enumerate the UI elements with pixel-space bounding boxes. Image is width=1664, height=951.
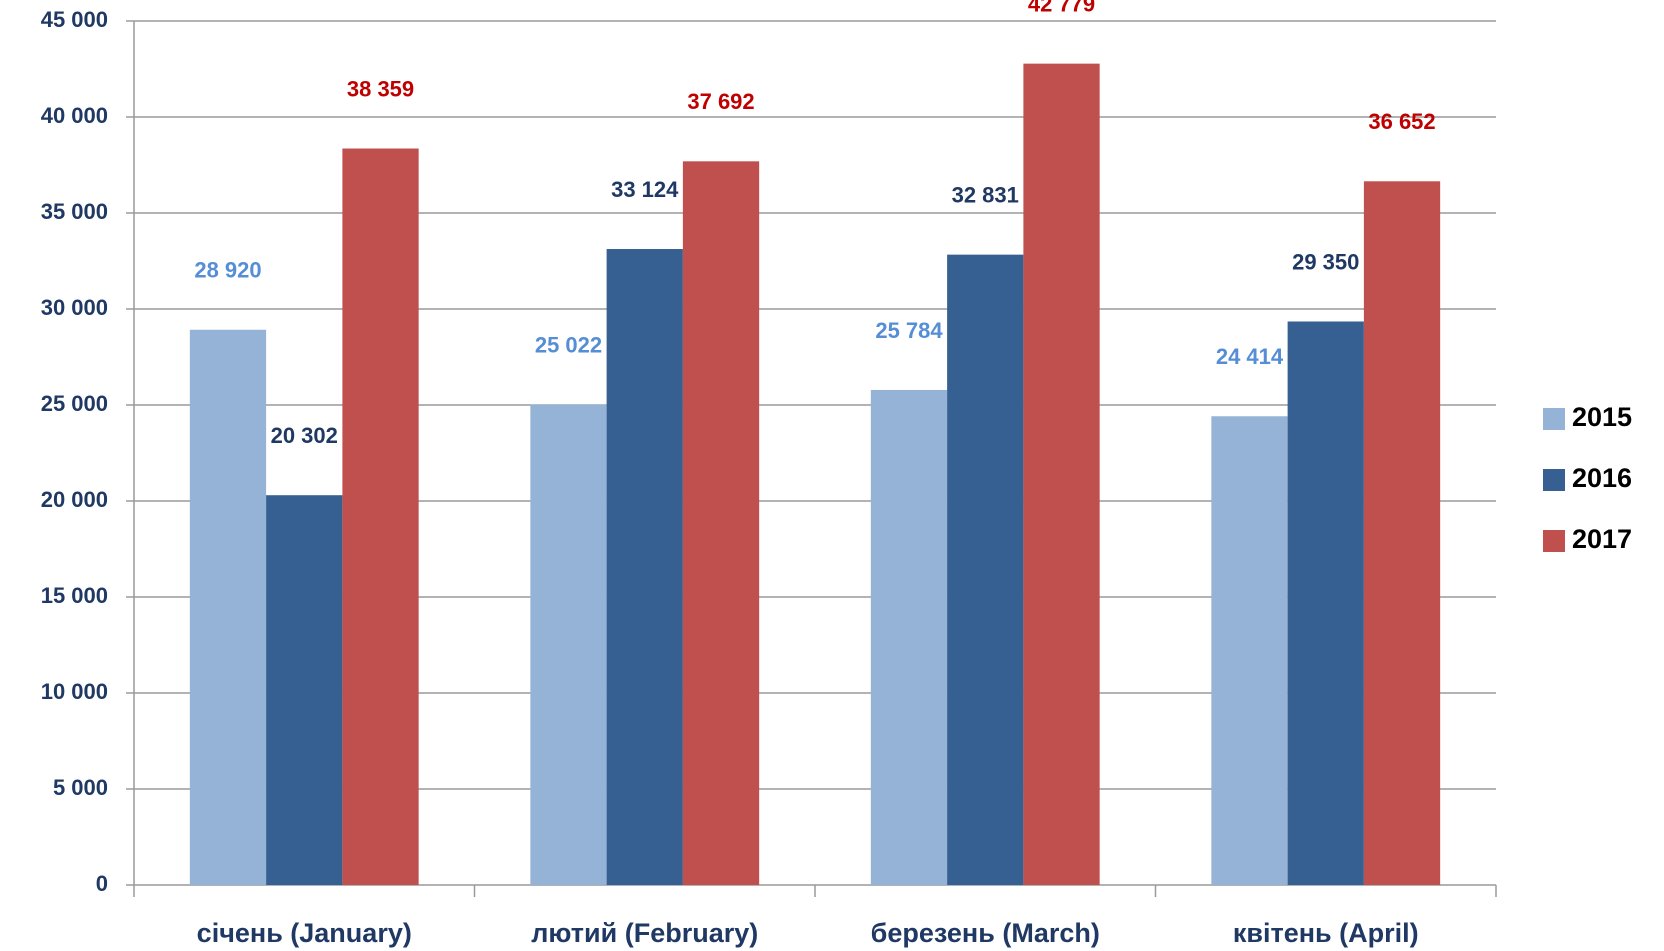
x-tick-label: березень (March) — [871, 918, 1100, 948]
bar — [1023, 63, 1100, 886]
legend-swatch — [1543, 469, 1565, 491]
y-tick-label: 5 000 — [53, 775, 108, 800]
y-tick-label: 30 000 — [41, 295, 108, 320]
value-label: 38 359 — [347, 76, 414, 101]
y-tick-label: 15 000 — [41, 583, 108, 608]
value-label: 36 652 — [1368, 109, 1435, 134]
bar — [870, 389, 948, 885]
value-label: 32 831 — [952, 182, 1019, 207]
legend-label: 2016 — [1572, 463, 1632, 493]
bar — [947, 254, 1024, 886]
bar — [606, 249, 683, 886]
legend-swatch — [1543, 530, 1565, 552]
bar — [1287, 321, 1364, 886]
value-label: 20 302 — [271, 423, 338, 448]
y-tick-label: 25 000 — [41, 391, 108, 416]
legend-swatch — [1543, 408, 1565, 430]
value-label: 28 920 — [194, 258, 261, 283]
value-label: 29 350 — [1292, 249, 1359, 274]
bar — [342, 148, 419, 885]
y-tick-label: 35 000 — [41, 199, 108, 224]
bar — [530, 404, 607, 885]
x-tick-label: січень (January) — [197, 918, 412, 948]
bar — [1211, 416, 1288, 885]
x-tick-label: квітень (April) — [1233, 918, 1419, 948]
value-label: 42 779 — [1028, 0, 1095, 16]
bar — [682, 161, 760, 885]
value-label: 33 124 — [611, 177, 679, 202]
value-label: 24 414 — [1216, 344, 1284, 369]
y-tick-label: 40 000 — [41, 103, 108, 128]
value-label: 25 022 — [535, 332, 602, 357]
x-tick-label: лютий (February) — [531, 918, 758, 948]
bar — [189, 329, 267, 886]
value-label: 25 784 — [875, 318, 943, 343]
legend-label: 2017 — [1572, 524, 1632, 554]
y-tick-label: 45 000 — [41, 7, 108, 32]
legend-label: 2015 — [1572, 402, 1632, 432]
value-label: 37 692 — [687, 89, 754, 114]
bar — [266, 495, 343, 885]
y-tick-label: 10 000 — [41, 679, 108, 704]
y-tick-label: 20 000 — [41, 487, 108, 512]
bar — [1363, 181, 1441, 885]
y-tick-label: 0 — [96, 871, 108, 896]
